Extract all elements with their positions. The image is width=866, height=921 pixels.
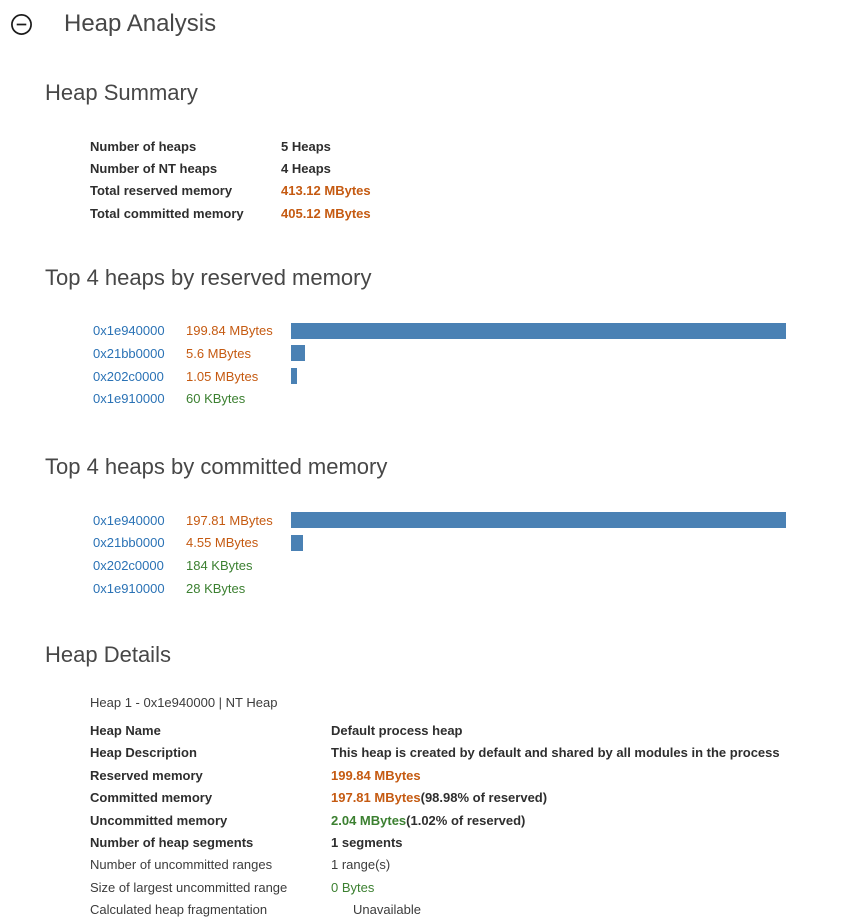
detail-label: Committed memory xyxy=(90,790,213,806)
bar-track xyxy=(291,534,786,551)
detail-row: Reserved memory 199.84 MBytes xyxy=(90,764,866,786)
summary-value: 5 Heaps xyxy=(281,138,331,154)
detail-label: Reserved memory xyxy=(90,767,203,783)
summary-label: Total reserved memory xyxy=(90,183,233,199)
detail-label: Heap Description xyxy=(90,745,197,761)
heap-summary-heading: Heap Summary xyxy=(45,80,198,105)
heap-address-link[interactable]: 0x21bb0000 xyxy=(93,345,165,361)
memory-bar xyxy=(291,512,786,529)
heap-address-link[interactable]: 0x202c0000 xyxy=(93,557,164,573)
bar-track xyxy=(291,557,786,573)
heap-bar-row: 0x1e940000 199.84 MBytes xyxy=(93,320,866,343)
detail-value: Unavailable xyxy=(353,902,421,918)
committed-memory-chart: 0x1e940000 197.81 MBytes 0x21bb0000 4.55… xyxy=(93,509,866,599)
detail-label: Heap Name xyxy=(90,723,161,738)
heap-address-link[interactable]: 0x1e940000 xyxy=(93,323,165,339)
reserved-memory-heading: Top 4 heaps by reserved memory xyxy=(45,264,372,290)
reserved-memory-section: Top 4 heaps by reserved memory 0x1e94000… xyxy=(0,263,866,410)
heap-address-link[interactable]: 0x202c0000 xyxy=(93,368,164,384)
detail-value: 1 segments xyxy=(331,834,403,850)
detail-row: Uncommitted memory 2.04 MBytes(1.02% of … xyxy=(90,809,866,831)
detail-value: This heap is created by default and shar… xyxy=(331,745,780,761)
detail-row: Size of largest uncommitted range 0 Byte… xyxy=(90,876,866,898)
memory-bar xyxy=(291,345,305,362)
bar-track xyxy=(291,512,786,529)
detail-row: Calculated heap fragmentation Unavailabl… xyxy=(90,898,866,920)
page-title: Heap Analysis xyxy=(64,10,217,37)
detail-value: 2.04 MBytes(1.02% of reserved) xyxy=(331,812,526,828)
detail-row: Heap Name Default process heap xyxy=(90,719,866,741)
detail-value: Default process heap xyxy=(331,723,463,738)
heap-size-value: 5.6 MBytes xyxy=(186,345,252,361)
heap-details-subtitle: Heap 1 - 0x1e940000 | NT Heap xyxy=(90,695,278,711)
detail-row: Heap Description This heap is created by… xyxy=(90,742,866,764)
bar-track xyxy=(291,580,786,596)
summary-row: Number of heaps 5 Heaps xyxy=(90,135,866,157)
summary-label: Number of NT heaps xyxy=(90,161,218,177)
detail-value: 197.81 MBytes(98.98% of reserved) xyxy=(331,790,548,806)
detail-label: Calculated heap fragmentation xyxy=(90,902,268,918)
heap-details-section: Heap Details Heap 1 - 0x1e940000 | NT He… xyxy=(0,640,866,921)
memory-bar xyxy=(291,368,297,385)
heap-size-value: 197.81 MBytes xyxy=(186,512,273,528)
heap-size-value: 4.55 MBytes xyxy=(186,535,259,551)
detail-row: Number of uncommitted ranges 1 range(s) xyxy=(90,854,866,876)
summary-row: Total committed memory 405.12 MBytes xyxy=(90,202,866,224)
circle-minus-icon[interactable] xyxy=(10,13,33,36)
heap-address-link[interactable]: 0x1e910000 xyxy=(93,391,165,407)
reserved-memory-chart: 0x1e940000 199.84 MBytes 0x21bb0000 5.6 … xyxy=(93,320,866,410)
heap-size-value: 1.05 MBytes xyxy=(186,368,259,384)
heap-bar-row: 0x1e910000 28 KBytes xyxy=(93,577,866,600)
heap-address-link[interactable]: 0x1e910000 xyxy=(93,580,165,596)
heap-bar-row: 0x21bb0000 5.6 MBytes xyxy=(93,342,866,365)
summary-value: 4 Heaps xyxy=(281,161,331,177)
bar-track xyxy=(291,391,786,407)
detail-label: Uncommitted memory xyxy=(90,812,228,828)
heap-address-link[interactable]: 0x21bb0000 xyxy=(93,535,165,551)
detail-label: Number of uncommitted ranges xyxy=(90,857,273,873)
heap-bar-row: 0x1e910000 60 KBytes xyxy=(93,387,866,410)
heap-summary-table: Number of heaps 5 Heaps Number of NT hea… xyxy=(90,135,866,225)
detail-value: 0 Bytes xyxy=(331,879,375,895)
heap-bar-row: 0x21bb0000 4.55 MBytes xyxy=(93,532,866,555)
summary-label: Number of heaps xyxy=(90,138,197,154)
heap-size-value: 199.84 MBytes xyxy=(186,323,273,339)
bar-track xyxy=(291,368,786,385)
bar-track xyxy=(291,345,786,362)
summary-row: Total reserved memory 413.12 MBytes xyxy=(90,180,866,202)
heap-details-heading: Heap Details xyxy=(45,642,171,668)
summary-value: 405.12 MBytes xyxy=(281,205,371,221)
heap-bar-row: 0x202c0000 184 KBytes xyxy=(93,554,866,577)
detail-row: Number of heap segments 1 segments xyxy=(90,831,866,853)
summary-row: Number of NT heaps 4 Heaps xyxy=(90,157,866,179)
heap-size-value: 28 KBytes xyxy=(186,580,246,596)
heap-bar-row: 0x202c0000 1.05 MBytes xyxy=(93,365,866,388)
memory-bar xyxy=(291,534,303,551)
circle-minus-icon-svg xyxy=(11,13,32,35)
detail-value: 199.84 MBytes xyxy=(331,767,421,783)
heap-address-link[interactable]: 0x1e940000 xyxy=(93,512,165,528)
detail-value: 1 range(s) xyxy=(331,857,391,873)
detail-label: Size of largest uncommitted range xyxy=(90,879,288,895)
summary-label: Total committed memory xyxy=(90,205,244,221)
detail-label: Number of heap segments xyxy=(90,834,254,850)
heap-size-value: 60 KBytes xyxy=(186,391,246,407)
heap-summary-section: Heap Summary Number of heaps 5 Heaps Num… xyxy=(0,78,866,225)
committed-memory-heading: Top 4 heaps by committed memory xyxy=(45,453,388,479)
heap-size-value: 184 KBytes xyxy=(186,557,253,573)
committed-memory-section: Top 4 heaps by committed memory 0x1e9400… xyxy=(0,452,866,599)
summary-value: 413.12 MBytes xyxy=(281,183,371,199)
memory-bar xyxy=(291,322,786,339)
heap-details-table: Heap 1 - 0x1e940000 | NT Heap Heap Name … xyxy=(90,695,866,921)
bar-track xyxy=(291,322,786,339)
detail-row: Committed memory 197.81 MBytes(98.98% of… xyxy=(90,786,866,808)
heap-bar-row: 0x1e940000 197.81 MBytes xyxy=(93,509,866,532)
report-header: Heap Analysis xyxy=(0,0,866,38)
